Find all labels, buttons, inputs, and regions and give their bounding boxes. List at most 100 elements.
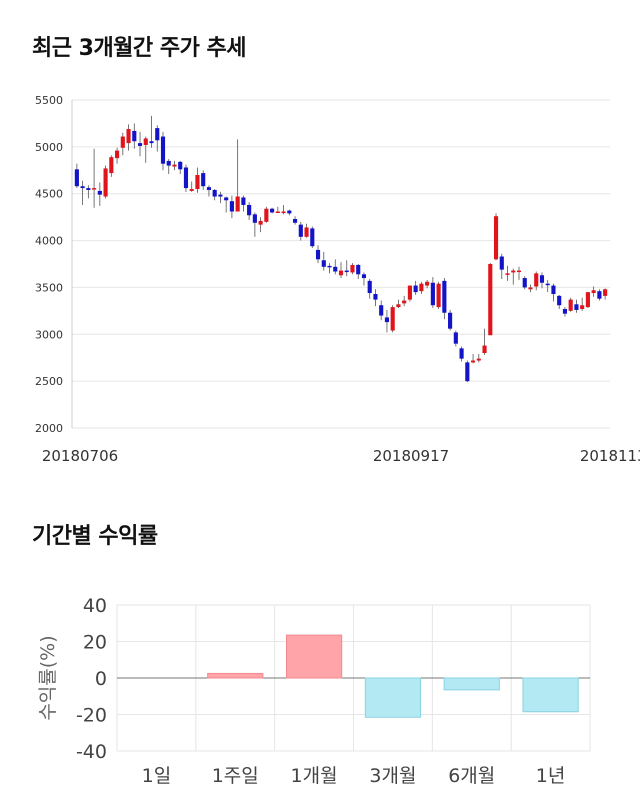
- candle-body: [344, 270, 349, 273]
- candle-body: [511, 270, 516, 273]
- candle-body: [580, 305, 585, 309]
- y-tick-label: 0: [95, 668, 107, 690]
- candle-body: [465, 362, 470, 382]
- candle-body: [402, 300, 407, 304]
- candle-body: [482, 345, 487, 354]
- candle-body: [195, 174, 200, 190]
- candle-body: [373, 293, 378, 300]
- candle-body: [425, 281, 430, 286]
- candle-body: [597, 291, 602, 299]
- candle-body: [436, 283, 441, 308]
- y-tick-label: 40: [83, 595, 107, 617]
- y-tick-label: -40: [76, 741, 107, 763]
- candle-body: [126, 129, 131, 144]
- candle-body: [143, 138, 148, 145]
- candle-body: [109, 157, 114, 174]
- candle-body: [505, 273, 510, 275]
- candle-body: [149, 141, 154, 144]
- return-bar: [285, 634, 343, 679]
- candle-body: [183, 167, 189, 189]
- candle-body: [229, 201, 234, 212]
- candle-body: [92, 188, 97, 190]
- candle-body: [493, 216, 499, 260]
- candle-body: [86, 188, 91, 190]
- x-tick-label: 20180706: [42, 447, 118, 465]
- candle-body: [499, 256, 504, 270]
- candle-body: [413, 285, 418, 293]
- candle-body: [178, 161, 183, 170]
- candle-body: [534, 273, 539, 287]
- candle-body: [419, 283, 424, 292]
- candle-body: [218, 194, 223, 197]
- candle-body: [292, 219, 298, 223]
- y-tick-label: 3000: [35, 328, 63, 341]
- candle-body: [166, 160, 171, 166]
- x-tick-label: 6개월: [448, 765, 495, 787]
- candle-body: [384, 317, 390, 323]
- x-tick-label: 20181130: [580, 447, 640, 465]
- candle-body: [453, 332, 458, 344]
- candle-body: [310, 228, 315, 247]
- candle-body: [264, 208, 269, 222]
- candle-body: [367, 280, 372, 294]
- candle-body: [333, 266, 338, 272]
- x-tick-label: 1일: [142, 765, 172, 787]
- candle-body: [396, 304, 401, 308]
- y-tick-label: 2500: [35, 375, 63, 388]
- candle-body: [160, 136, 166, 164]
- return-bar: [207, 672, 264, 679]
- x-tick-label: 1주일: [212, 765, 259, 787]
- y-tick-label: 5000: [35, 141, 63, 154]
- return-bar: [364, 677, 422, 718]
- candle-body: [459, 348, 464, 359]
- candle-body: [155, 128, 160, 141]
- candle-body: [120, 136, 125, 148]
- candle-body: [430, 282, 435, 306]
- period-return-title: 기간별 수익률: [32, 524, 158, 549]
- candle-body: [315, 249, 321, 260]
- candle-body: [488, 264, 493, 336]
- candle-body: [97, 190, 102, 195]
- candle-body: [172, 164, 177, 167]
- candle-body: [281, 211, 286, 214]
- candle-body: [545, 283, 550, 286]
- y-tick-label: -20: [76, 705, 107, 727]
- candle-body: [241, 197, 246, 205]
- candle-body: [327, 265, 332, 268]
- candle-body: [258, 220, 263, 225]
- candle-body: [201, 173, 206, 187]
- x-tick-label: 20180917: [373, 447, 449, 465]
- candle-body: [275, 211, 280, 214]
- price-trend-title: 최근 3개월간 주가 추세: [32, 36, 246, 61]
- candle-body: [212, 189, 217, 197]
- candle-body: [442, 280, 447, 313]
- y-tick-label: 4500: [35, 188, 63, 201]
- candle-body: [470, 360, 476, 363]
- candle-body: [114, 150, 120, 159]
- candle-body: [350, 264, 355, 273]
- candle-body: [74, 169, 79, 187]
- candle-body: [235, 196, 240, 212]
- candle-body: [562, 308, 568, 314]
- candle-body: [448, 312, 453, 329]
- candle-body: [137, 143, 143, 146]
- candle-body: [270, 208, 275, 213]
- y-tick-label: 4000: [35, 235, 63, 248]
- y-axis-label: 수익률(%): [37, 635, 59, 720]
- candle-body: [551, 285, 556, 294]
- return-bar: [522, 677, 579, 713]
- x-tick-label: 1년: [536, 765, 566, 787]
- candle-body: [522, 278, 527, 288]
- candle-body: [252, 214, 257, 223]
- candlestick-chart: 2000 2500 3000 3500 4000 4500 5000 5500 20180706…: [35, 94, 640, 465]
- candle-body: [557, 295, 562, 306]
- candle-body: [321, 260, 326, 267]
- x-tick-label: 1개월: [291, 765, 338, 787]
- candle-body: [568, 299, 573, 311]
- candle-body: [287, 210, 292, 214]
- y-tick-label: 3500: [35, 281, 63, 294]
- return-bar: [443, 677, 500, 691]
- candle-body: [189, 189, 194, 191]
- candle-body: [407, 285, 412, 300]
